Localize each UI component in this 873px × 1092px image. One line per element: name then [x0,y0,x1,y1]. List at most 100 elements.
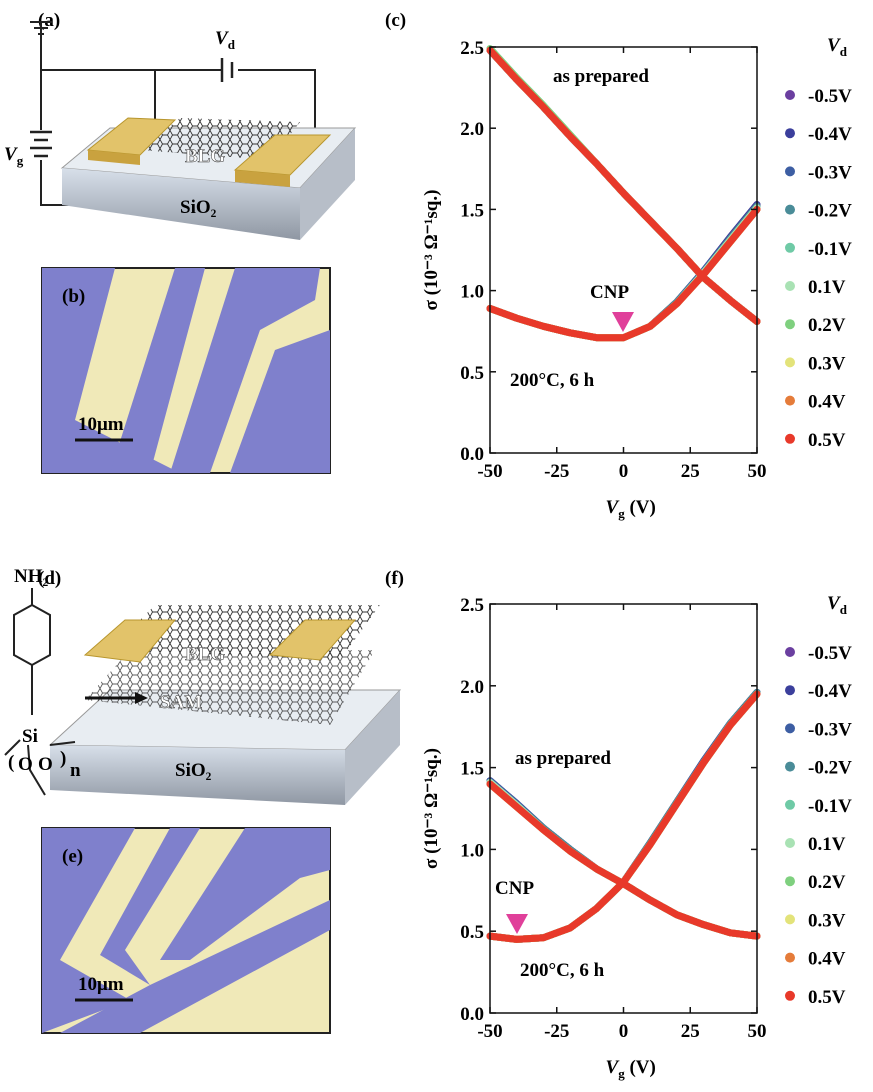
legend-marker [785,357,795,368]
legend-label: -0.2V [808,201,852,222]
legend-label: -0.4V [808,681,852,702]
legend-label: -0.5V [808,86,852,107]
scale-label: 10μm [78,974,124,995]
electrode [88,150,140,165]
annotation: CNP [590,282,629,303]
cnp-marker [506,914,528,934]
y-tick-label: 1.0 [460,282,484,303]
legend-label: 0.5V [808,430,846,451]
legend-label: 0.1V [808,834,846,855]
legend-label: -0.1V [808,239,852,260]
panel-label: (f) [385,568,404,589]
legend-marker [785,723,795,734]
sam [85,650,375,725]
annotation: 200°C, 6 h [520,960,605,981]
molecule [4,588,76,796]
panel-label: (e) [62,846,83,867]
x-tick-label: -25 [544,461,569,482]
legend-marker [785,128,795,139]
x-tick-label: 50 [748,461,767,482]
legend-label: 0.3V [808,353,846,374]
curve [486,778,761,940]
curve [486,778,761,940]
x-label-main: V [606,497,620,518]
x-tick-label: 25 [681,1021,700,1042]
legend-marker [785,914,795,925]
cnp-marker [612,312,634,332]
substrate [42,268,180,473]
electrode [233,134,332,176]
legend-marker [785,876,795,887]
x-tick-label: -25 [544,1021,569,1042]
legend-label: -0.4V [808,124,852,145]
legend-title-sub: d [840,602,848,617]
legend-label: -0.5V [808,643,852,664]
panel-label: (a) [38,10,60,31]
y-tick-label: 0.5 [460,363,484,384]
curve [486,777,761,940]
curve [486,780,761,940]
legend-marker [785,838,795,848]
blg-label: BLG [185,644,225,665]
slab-front [50,745,345,805]
vd-label: Vd [215,28,236,52]
legend-label: 0.2V [808,872,846,893]
y-tick-label: 1.5 [460,759,484,780]
annotation: as prepared [515,748,611,769]
substrate [60,828,330,1033]
substrate [42,828,135,1033]
x-axis-label: Vg (V) [606,497,656,521]
vg: V [4,144,18,165]
legend-label: 0.4V [808,949,846,970]
annotation: 200°C, 6 h [510,370,595,391]
y-tick-label: 2.0 [460,677,484,698]
legend-title: Vd [827,35,848,59]
legend-marker [785,242,795,253]
legend-marker [785,204,795,215]
legend-marker [785,90,795,100]
slab-side [300,128,355,240]
y-tick-label: 0.0 [460,1004,484,1025]
electrode [268,619,357,661]
curve [486,205,761,342]
legend-label: -0.3V [808,162,852,183]
legend-marker [785,761,795,772]
legend-title-main: V [827,35,841,56]
y-axis-label: σ (10⁻³ Ω⁻¹sq.) [421,190,442,311]
substrate [230,330,330,473]
vd-sub: d [228,37,236,52]
legend-label: -0.1V [808,796,852,817]
substrate [160,828,330,960]
x-label-sub: g [618,506,625,521]
legend-marker [785,685,795,696]
x-tick-label: 25 [681,461,700,482]
sio2-label: SiO₂ [175,760,212,781]
x-tick-label: 0 [619,461,629,482]
legend-marker [785,395,795,406]
legend-label: -0.2V [808,758,852,779]
n-label: n [70,760,81,781]
x-tick-label: 0 [619,1021,629,1042]
legend-label: 0.4V [808,392,846,413]
legend-marker [785,166,795,177]
x-label-unit: (V) [625,497,656,518]
annotation: CNP [495,878,534,899]
paren: ( [8,752,14,773]
legend-marker [785,647,795,657]
sam-label: SAM [160,692,202,713]
curve [486,690,761,943]
x-tick-label: 50 [748,1021,767,1042]
legend-marker [785,952,795,963]
annotation: as prepared [553,66,649,87]
paren: ) [60,748,66,769]
sio2-label: SiO₂ [180,197,217,218]
panel-label: (c) [385,10,406,31]
panel-a: (a) Vd Vg BLG SiO₂ [4,10,357,240]
o-label: O [18,754,33,775]
substrate [110,268,205,473]
battery [30,58,234,158]
y-tick-label: 2.5 [460,38,484,59]
x-label-sub: g [618,1066,625,1081]
